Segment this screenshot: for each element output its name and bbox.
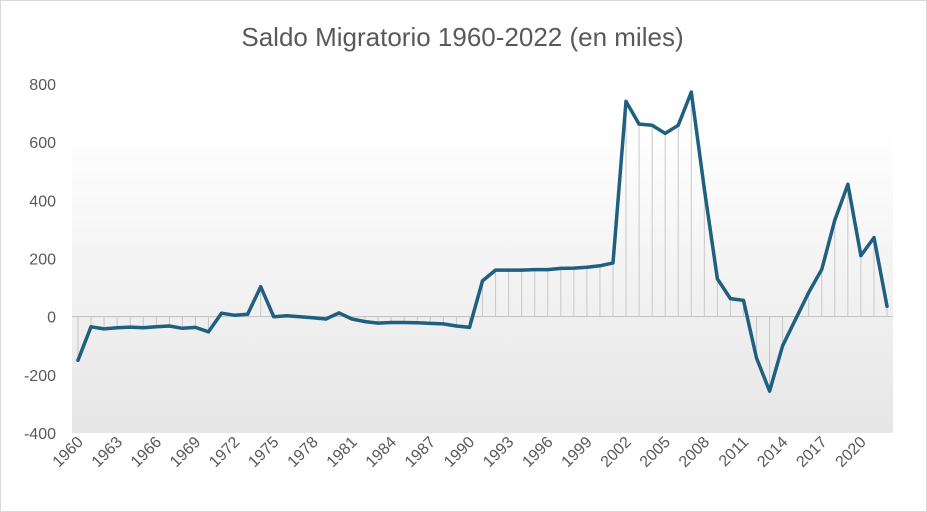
data-point [833,218,837,222]
data-point [520,268,524,272]
chart-title: Saldo Migratorio 1960-2022 (en miles) [241,22,684,52]
data-point [807,290,811,295]
data-point [415,321,419,325]
data-point [885,304,889,308]
x-tick-label: 1978 [285,434,322,471]
data-point [650,123,654,127]
data-point [219,311,224,315]
y-tick-label: -400 [24,426,56,443]
x-tick-label: 2020 [833,434,870,471]
data-point [598,264,602,268]
data-point [285,314,289,318]
x-tick-label: 1975 [245,434,282,471]
x-tick-label: 1972 [206,434,243,471]
data-point [89,325,93,329]
x-tick-label: 1969 [167,434,204,471]
data-point [663,131,667,136]
data-point [480,279,485,283]
data-point [859,253,863,258]
y-tick-label: -200 [24,368,56,385]
data-point [102,327,106,331]
data-point [402,320,406,325]
data-point [259,285,263,289]
x-tick-label: 1963 [89,434,126,471]
data-point [311,316,315,320]
y-tick-label: 800 [29,77,56,94]
y-tick-label: 400 [29,193,56,210]
data-point [506,268,511,272]
data-point [767,389,772,393]
data-point [493,268,498,272]
data-point [820,267,824,271]
data-point [741,298,746,302]
data-point [676,123,680,127]
data-point [428,321,432,325]
data-point [350,317,354,321]
data-point [337,311,341,315]
y-tick-label: 0 [47,310,56,327]
x-tick-label: 1996 [519,434,556,471]
data-point [467,325,472,330]
x-tick-label: 1987 [402,434,439,471]
data-point [624,99,628,104]
x-tick-label: 2014 [754,434,791,471]
data-point [846,182,850,186]
x-tick-label: 2005 [637,434,674,471]
y-tick-label: 200 [29,252,56,269]
data-point [246,312,250,316]
data-point [611,261,615,265]
data-point [454,324,459,328]
data-point [376,321,380,325]
data-point [180,326,184,330]
data-point [637,122,641,126]
x-tick-label: 1984 [363,434,400,471]
data-point [702,187,706,191]
data-point [167,324,171,328]
data-point [298,315,302,319]
data-point [193,325,198,330]
data-point [232,313,237,317]
data-point [572,266,576,270]
data-point [441,322,445,326]
x-tick-label: 1999 [559,434,596,471]
data-point [363,320,367,324]
y-tick-label: 600 [29,135,56,152]
data-point [206,330,211,334]
x-tick-label: 2008 [676,434,713,471]
data-point [76,358,80,362]
data-point [533,267,537,272]
data-point [728,297,733,301]
data-point [389,320,393,325]
data-point [689,90,693,94]
x-tick-label: 2002 [598,434,635,471]
x-tick-label: 2017 [793,434,830,471]
data-point [754,356,759,360]
x-tick-label: 1993 [480,434,517,471]
data-point [715,277,719,281]
data-point [794,317,798,321]
data-point [154,325,158,329]
x-tick-label: 1981 [324,434,361,471]
data-point [128,325,132,329]
data-point [115,326,119,330]
data-point [546,267,550,272]
data-point [559,266,563,270]
data-point [272,315,276,319]
data-point [324,317,328,321]
x-tick-label: 2011 [716,434,752,470]
x-tick-label: 1990 [441,434,478,471]
x-tick-label: 1966 [128,434,165,471]
data-point [141,326,145,330]
data-point [585,265,589,269]
data-point [781,344,785,348]
data-point [872,235,876,240]
